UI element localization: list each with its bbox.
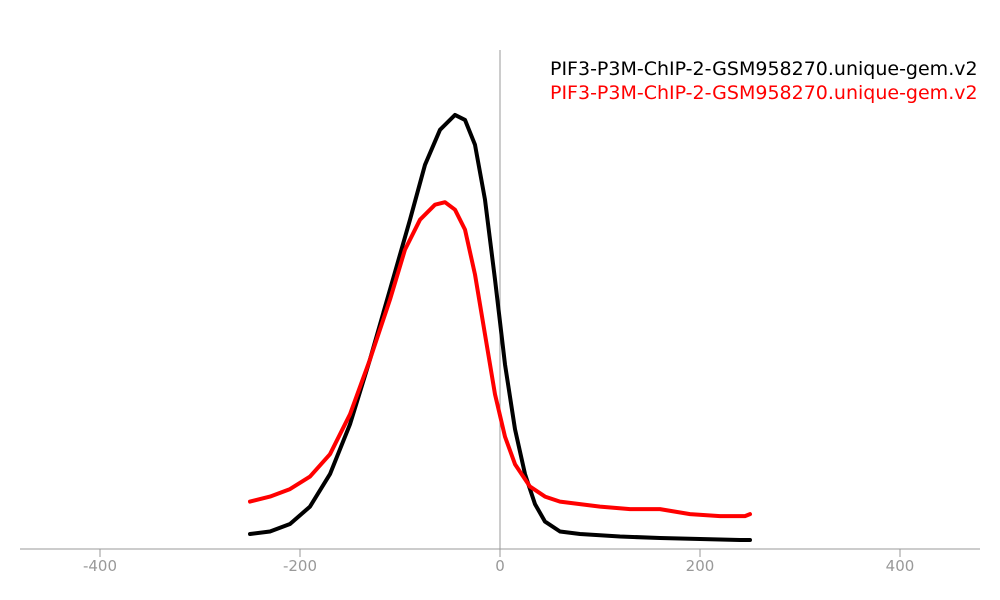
legend-entry-1: PIF3-P3M-ChIP-2-GSM958270.unique-gem.v2 [550, 58, 978, 80]
legend-entry-2: PIF3-P3M-ChIP-2-GSM958270.unique-gem.v2 [550, 82, 978, 104]
x-tick-label: 0 [495, 557, 505, 575]
x-tick-label: 200 [686, 557, 715, 575]
series-line-2 [248, 200, 752, 519]
series-line-1 [248, 112, 752, 542]
x-ticks: -400 -200 0 200 400 [83, 549, 914, 575]
x-tick-label: -400 [83, 557, 117, 575]
x-tick-label: -200 [283, 557, 317, 575]
series-group [248, 112, 752, 542]
x-tick-label: 400 [886, 557, 915, 575]
legend: PIF3-P3M-ChIP-2-GSM958270.unique-gem.v2 … [550, 58, 978, 104]
